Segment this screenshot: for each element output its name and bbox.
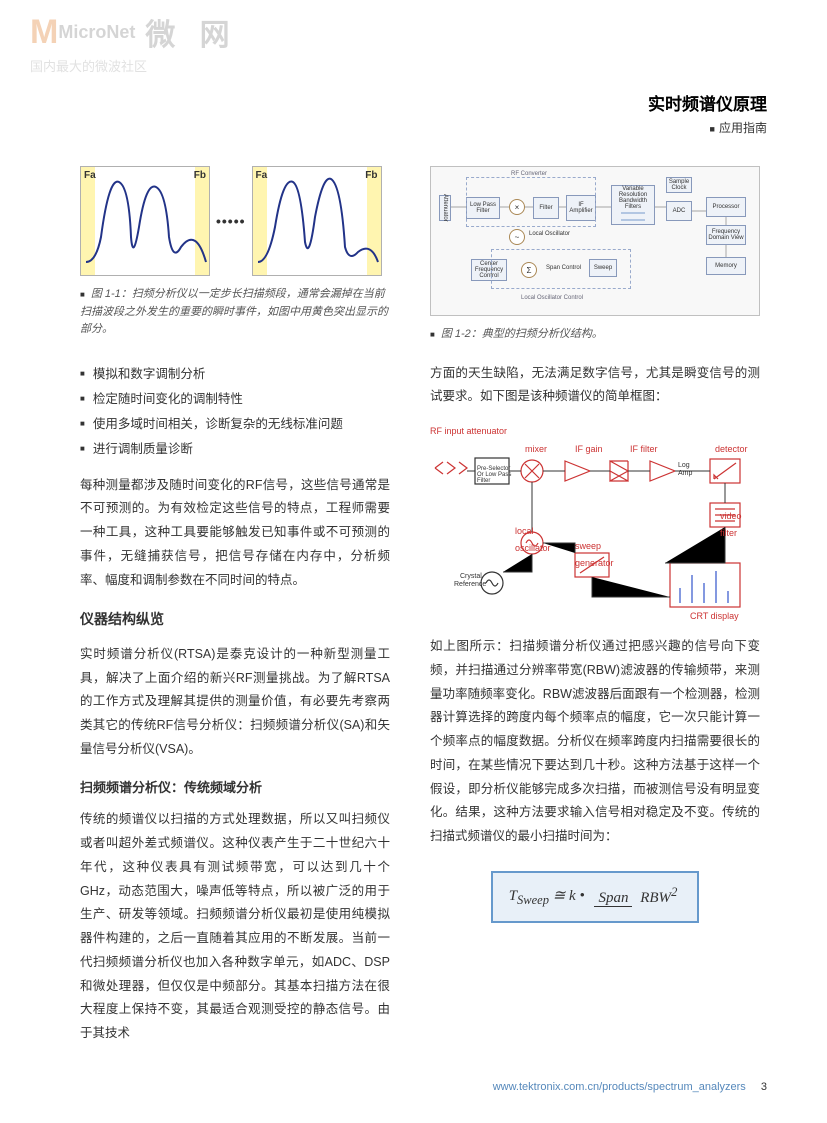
page-number: 3 [761,1081,767,1093]
fig1-caption: 图 1-1：扫频分析仪以一定步长扫描频段，通常会漏掉在当前扫描波段之外发生的重要… [80,286,390,339]
block-diagram: Low Pass Filter × Filter IF Amplifier RF… [430,166,760,316]
list-item: 检定随时间变化的调制特性 [80,387,390,412]
right-column: 方面的天生缺陷，无法满足数字信号，尤其是瞬变信号的测试要求。如下图是该种频谱仪的… [430,362,760,1060]
footer-url: www.tektronix.com.cn/products/spectrum_a… [493,1081,746,1093]
svg-text:Amp: Amp [678,470,693,477]
figure-1-1: Fa Fb ••••• Fa Fb 图 1-1：扫频分析仪以一定步长扫描频段，通… [80,166,390,344]
ellipsis: ••••• [216,213,246,229]
watermark-tagline: 国内最大的微波社区 [30,56,238,75]
figure-1-2: Low Pass Filter × Filter IF Amplifier RF… [430,166,760,344]
list-item: 进行调制质量诊断 [80,437,390,462]
svg-text:Filter: Filter [477,478,490,484]
brand-cn: 微 网 [145,10,237,54]
page-title: 实时频谱仪原理 [80,90,767,115]
fig2-caption: 图 1-2：典型的扫频分析仪结构。 [430,326,760,344]
body-columns: 模拟和数字调制分析 检定随时间变化的调制特性 使用多域时间相关，诊断复杂的无线标… [80,362,767,1060]
svg-text:Log: Log [678,462,690,469]
figures-row: Fa Fb ••••• Fa Fb 图 1-1：扫频分析仪以一定步长扫描频段，通… [80,166,767,344]
circuit-diagram: RF input attenuator mixer IF gain IF fil… [430,423,760,623]
paragraph: 如上图所示：扫描频谱分析仪通过把感兴趣的信号向下变频，并扫描通过分辨率带宽(RB… [430,635,760,849]
list-item: 使用多域时间相关，诊断复杂的无线标准问题 [80,412,390,437]
svg-text:Reference: Reference [454,581,486,588]
page-subtitle: 应用指南 [80,119,767,136]
logo-icon: M [30,13,52,52]
formula: TSweep ≅ k • Span RBW2 [491,871,700,923]
bullet-list: 模拟和数字调制分析 检定随时间变化的调制特性 使用多域时间相关，诊断复杂的无线标… [80,362,390,462]
heading-2: 仪器结构纵览 [80,606,390,633]
brand-en: MicroNet [58,22,135,43]
page-header: 实时频谱仪原理 应用指南 [80,90,767,136]
heading-3: 扫频频谱分析仪：传统频域分析 [80,776,390,801]
page-footer: www.tektronix.com.cn/products/spectrum_a… [493,1081,767,1093]
svg-text:Crystal: Crystal [460,573,482,580]
paragraph: 实时频谱分析仪(RTSA)是泰克设计的一种新型测量工具，解决了上面介绍的新兴RF… [80,643,390,762]
waveform-box-left: Fa Fb [80,166,210,276]
waveform-box-right: Fa Fb [252,166,382,276]
list-item: 模拟和数字调制分析 [80,362,390,387]
paragraph: 每种测量都涉及随时间变化的RF信号，这些信号通常是不可预测的。为有效检定这些信号… [80,474,390,593]
paragraph: 传统的频谱仪以扫描的方式处理数据，所以又叫扫频仪或者叫超外差式频谱仪。这种仪表产… [80,808,390,1046]
left-column: 模拟和数字调制分析 检定随时间变化的调制特性 使用多域时间相关，诊断复杂的无线标… [80,362,390,1060]
page-content: 实时频谱仪原理 应用指南 Fa Fb ••••• Fa Fb [0,0,827,1100]
watermark: M MicroNet 微 网 国内最大的微波社区 [30,10,238,75]
paragraph: 方面的天生缺陷，无法满足数字信号，尤其是瞬变信号的测试要求。如下图是该种频谱仪的… [430,362,760,410]
